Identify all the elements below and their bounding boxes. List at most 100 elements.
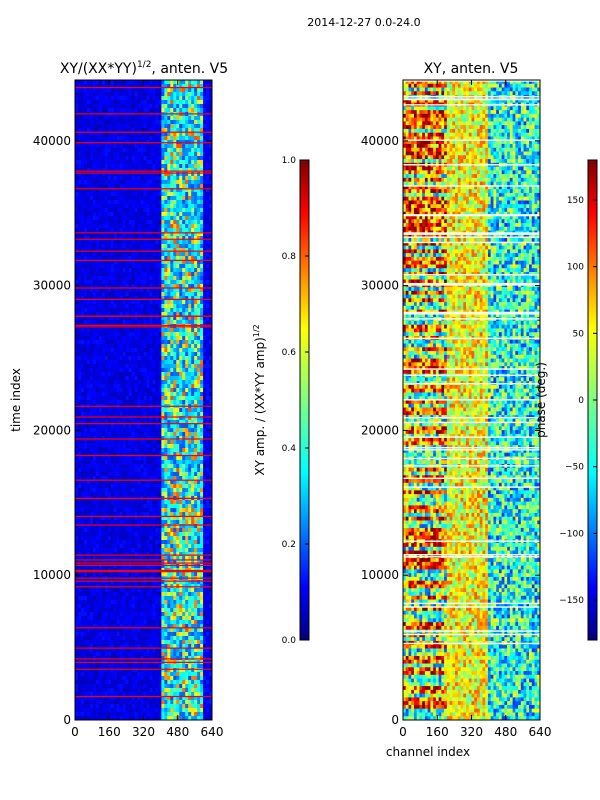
heat-cell xyxy=(137,332,142,337)
heat-cell xyxy=(89,368,94,373)
heat-cell xyxy=(173,344,177,349)
heat-cell xyxy=(185,408,189,413)
heat-cell xyxy=(158,364,162,369)
heat-cell xyxy=(104,136,109,141)
heat-cell xyxy=(119,452,124,457)
heat-cell xyxy=(92,88,97,93)
heat-cell xyxy=(152,184,156,189)
heat-cell xyxy=(104,344,109,349)
heat-cell xyxy=(158,292,162,297)
heat-cell xyxy=(164,80,168,85)
heat-cell xyxy=(200,444,204,449)
heat-cell xyxy=(152,376,156,381)
heat-cell xyxy=(167,468,171,473)
heat-cell xyxy=(182,328,186,333)
heat-cell xyxy=(143,192,147,197)
heat-cell xyxy=(92,240,97,245)
heat-cell xyxy=(140,456,144,461)
heat-cell xyxy=(113,420,118,425)
heat-cell xyxy=(155,192,159,197)
heat-cell xyxy=(182,372,186,377)
heat-cell xyxy=(113,328,118,333)
heat-cell xyxy=(164,472,168,477)
heat-cell xyxy=(176,108,180,113)
heat-cell xyxy=(158,448,162,453)
heat-cell xyxy=(200,392,204,397)
heat-cell xyxy=(80,120,85,125)
heat-cell xyxy=(128,244,133,249)
heat-cell xyxy=(134,380,139,385)
heat-cell xyxy=(194,100,198,105)
heat-cell xyxy=(125,80,130,85)
heat-cell xyxy=(131,84,136,89)
heat-cell xyxy=(200,464,204,469)
heat-cell xyxy=(158,212,162,217)
heat-cell xyxy=(131,408,136,413)
heat-cell xyxy=(197,92,201,97)
heat-cell xyxy=(83,364,88,369)
heat-cell xyxy=(191,156,195,161)
heat-cell xyxy=(149,328,153,333)
heat-cell xyxy=(191,184,195,189)
heat-cell xyxy=(131,232,136,237)
heat-cell xyxy=(206,468,210,473)
heat-cell xyxy=(131,212,136,217)
heat-cell xyxy=(75,196,79,201)
heat-cell xyxy=(107,232,112,237)
heat-cell xyxy=(209,460,212,465)
heat-cell xyxy=(80,288,85,293)
heat-cell xyxy=(149,500,153,505)
heat-cell xyxy=(98,300,103,305)
heat-cell xyxy=(170,384,174,389)
heat-cell xyxy=(179,372,183,377)
heat-cell xyxy=(155,128,159,133)
heat-cell xyxy=(131,176,136,181)
heat-cell xyxy=(200,316,204,321)
heat-cell xyxy=(152,428,156,433)
heat-cell xyxy=(140,172,144,177)
heat-cell xyxy=(185,260,189,265)
heat-cell xyxy=(75,304,79,309)
heat-cell xyxy=(134,364,139,369)
heat-cell xyxy=(164,180,168,185)
heat-cell xyxy=(80,204,85,209)
heat-cell xyxy=(113,500,118,505)
heat-cell xyxy=(179,108,183,113)
heat-cell xyxy=(137,80,142,85)
heat-cell xyxy=(98,492,103,497)
heat-cell xyxy=(185,480,189,485)
heat-cell xyxy=(140,108,144,113)
heat-cell xyxy=(137,164,142,169)
heat-cell xyxy=(107,208,112,213)
heat-cell xyxy=(122,352,127,357)
heat-cell xyxy=(191,284,195,289)
heat-cell xyxy=(101,424,106,429)
heat-cell xyxy=(206,196,210,201)
heat-cell xyxy=(203,476,207,481)
heat-cell xyxy=(149,448,153,453)
heat-cell xyxy=(149,456,153,461)
heat-cell xyxy=(158,420,162,425)
heat-cell xyxy=(191,336,195,341)
heat-cell xyxy=(131,236,136,241)
heat-cell xyxy=(116,80,121,85)
heat-cell xyxy=(188,124,192,129)
heat-cell xyxy=(188,96,192,101)
heat-cell xyxy=(188,468,192,473)
heat-cell xyxy=(158,388,162,393)
heat-cell xyxy=(92,348,97,353)
heat-cell xyxy=(137,448,142,453)
heat-cell xyxy=(140,388,144,393)
heat-cell xyxy=(131,124,136,129)
heat-cell xyxy=(149,204,153,209)
heat-cell xyxy=(92,340,97,345)
heat-cell xyxy=(137,160,142,165)
heat-cell xyxy=(194,368,198,373)
heat-cell xyxy=(167,208,171,213)
heat-cell xyxy=(83,268,88,273)
heat-cell xyxy=(191,248,195,253)
heat-cell xyxy=(110,432,115,437)
heat-cell xyxy=(101,336,106,341)
heat-cell xyxy=(98,380,103,385)
heat-cell xyxy=(182,252,186,257)
